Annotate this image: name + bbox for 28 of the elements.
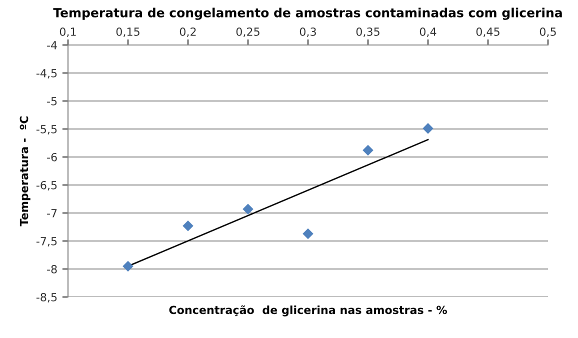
point: [362, 144, 374, 156]
point: [122, 260, 134, 272]
x-tick-label: 0,1: [60, 28, 76, 38]
x-tick-label: 0,2: [180, 28, 196, 38]
y-tick-label: -8: [47, 264, 57, 274]
y-tick-label: -6,5: [36, 180, 57, 191]
x-tick-label: 0,45: [476, 28, 500, 38]
point: [422, 123, 434, 134]
x-tick-label: 0,25: [236, 28, 260, 38]
point: [242, 204, 254, 214]
y-axis-title: Temperatura - ºC: [20, 116, 30, 226]
point: [302, 228, 314, 240]
y-tick-label: -8,5: [36, 292, 57, 303]
x-axis-title: Concentração de glicerina nas amostras - %: [169, 305, 447, 316]
y-tick-label: -6: [47, 152, 57, 162]
y-tick-label: -4,5: [36, 69, 57, 79]
point: [182, 220, 194, 232]
y-tick-label: -7,5: [36, 237, 57, 247]
y-tick-label: -7: [47, 209, 57, 218]
y-tick-label: -4: [47, 41, 57, 50]
x-tick-label: 0,35: [356, 28, 380, 38]
x-tick-label: 0,15: [116, 28, 140, 38]
x-tick-label: 0,4: [420, 28, 436, 38]
y-tick-label: -5: [47, 97, 57, 106]
y-tick-label: -5,5: [36, 125, 57, 135]
chart-title: Temperatura de congelamento de amostras contaminadas com glicerina: [53, 8, 562, 20]
x-tick-label: 0,3: [300, 28, 316, 38]
x-tick-label: 0,5: [540, 28, 556, 38]
